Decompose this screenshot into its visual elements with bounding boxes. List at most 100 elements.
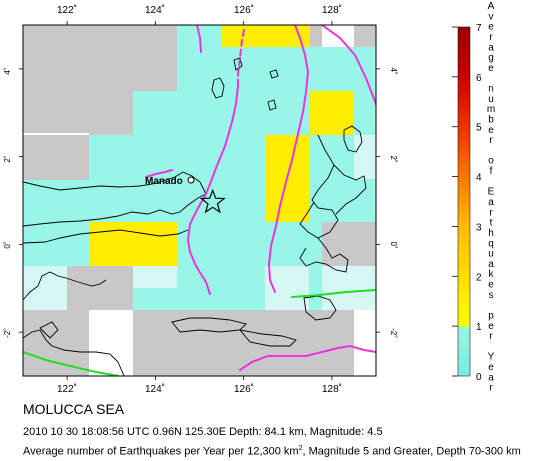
- grid-cell: [354, 25, 376, 47]
- grid-cell: [89, 91, 133, 135]
- colorbar-title-letter: e: [488, 362, 494, 373]
- legend-text-superscript: 2: [298, 445, 303, 452]
- coastline-halmahera-south: [299, 237, 349, 273]
- epicenter-star-icon: [199, 188, 226, 214]
- coastline-north-sulawesi-north: [23, 171, 207, 195]
- x-tick-label-124-bottom: 124˚: [145, 383, 165, 395]
- slab-contour-east: [267, 25, 310, 293]
- slab-contours: [23, 25, 376, 376]
- colorbar-gradient: [457, 26, 471, 377]
- grid-cell: [133, 91, 177, 135]
- coastlines: [23, 57, 367, 376]
- colorbar-title-letter: r: [489, 383, 493, 394]
- x-tick-label-128-bottom: 128˚: [322, 383, 342, 395]
- grid-cell: [265, 266, 309, 310]
- axis-ticks: [19, 21, 380, 380]
- colorbar-title-letter: o: [488, 156, 494, 167]
- grid-cell: [133, 135, 266, 223]
- colorbar-title-letter: r: [489, 207, 493, 218]
- colorbar-title-letter: r: [489, 331, 493, 342]
- grid-cell: [89, 135, 133, 223]
- y-tick-labels-left: 4˚ 2˚ 0˚ -2˚: [3, 67, 12, 338]
- grid-cell: [310, 47, 354, 91]
- grid-cell: [322, 266, 376, 310]
- y-tick-label-0-left: 0˚: [3, 241, 12, 248]
- city-label-manado: Manado: [145, 176, 183, 187]
- fault-line-southwest: [23, 351, 119, 376]
- grid-cell: [23, 310, 89, 376]
- slab-contour-manado: [145, 169, 173, 178]
- legend-description: Average number of Earthquakes per Year p…: [23, 445, 521, 458]
- x-tick-label-126-top: 126˚: [234, 4, 254, 16]
- grid-cell: [354, 47, 376, 135]
- coastline-halmahera-east: [333, 164, 367, 215]
- x-tick-labels-bottom: 122˚ 124˚ 126˚ 128˚: [57, 383, 342, 395]
- colorbar-tick-label: 1: [476, 322, 482, 333]
- x-tick-label-122-top: 122˚: [57, 4, 77, 16]
- colorbar-tick-label: 6: [476, 73, 482, 84]
- colorbar-title-letter: E: [488, 187, 495, 198]
- colorbar-title-letter: m: [487, 104, 495, 115]
- grid-cell: [133, 266, 177, 288]
- y-tick-label-4-left: 4˚: [3, 67, 12, 74]
- colorbar-title-letter: p: [488, 310, 494, 321]
- x-tick-labels-top: 122˚ 124˚ 126˚ 128˚: [57, 4, 342, 16]
- colorbar-title-letter: t: [490, 218, 493, 229]
- grid-cell: [133, 310, 265, 376]
- colorbar-title-letter: e: [488, 125, 494, 136]
- coastline-southeast-arm: [23, 329, 125, 376]
- colorbar-title-letter: a: [488, 372, 494, 383]
- colorbar-tick-label: 4: [476, 173, 482, 184]
- x-tick-label-126-bottom: 126˚: [234, 383, 254, 395]
- region-title: MOLUCCA SEA: [23, 401, 125, 417]
- legend-text-suffix: , Magnitude 5 and Greater, Depth 70-300 …: [302, 445, 521, 458]
- x-tick-label-128-top: 128˚: [322, 4, 342, 16]
- city-marker-manado: [187, 176, 195, 184]
- colorbar-title-letter: Y: [488, 352, 495, 363]
- colorbar-title-letter: A: [488, 1, 495, 12]
- colorbar-ticks: 7 6 5 4 3 2 1 0: [452, 23, 482, 383]
- colorbar-title-letter: v: [489, 11, 494, 22]
- grid-cell: [221, 222, 265, 310]
- fault-line-east: [291, 289, 376, 298]
- colorbar-tick-label: 7: [476, 23, 482, 34]
- colorbar-title-letter: a: [488, 259, 494, 270]
- colorbar-title-letter: h: [488, 228, 494, 239]
- y-tick-label-0-right: 0˚: [389, 241, 398, 248]
- colorbar-tick-label: 3: [476, 222, 482, 233]
- coastline-sula: [171, 317, 247, 333]
- coastline-sangihe: [233, 57, 243, 71]
- map-frame: [22, 24, 377, 377]
- grid-cell: [322, 222, 376, 266]
- colorbar-title-letter: r: [489, 135, 493, 146]
- grid-cell: [23, 135, 89, 180]
- grid-cell: [177, 47, 310, 135]
- colorbar-tick-label: 5: [476, 123, 482, 134]
- colorbar-title-letter: q: [488, 238, 494, 249]
- grid-cells: [23, 25, 376, 376]
- colorbar-tick-label: 2: [476, 272, 482, 283]
- colorbar-title-letter: e: [488, 280, 494, 291]
- grid-cell: [89, 222, 177, 266]
- colorbar-title-letter: u: [488, 249, 494, 260]
- colorbar-title-letter: k: [489, 269, 495, 280]
- coastline-bacan: [303, 295, 337, 321]
- grid-cell: [354, 135, 376, 179]
- coastline-gulf-tomini: [23, 229, 189, 244]
- coastline-obi: [238, 329, 297, 347]
- coastline-banggai: [39, 321, 59, 339]
- coastline-north-sulawesi-south: [23, 193, 207, 227]
- colorbar-title-letter: r: [489, 32, 493, 43]
- slab-contour-central: [186, 85, 239, 295]
- colorbar-title-letter: f: [490, 166, 493, 177]
- coastline-talaud: [211, 77, 225, 99]
- seismicity-map: 122˚ 124˚ 126˚ 128˚ 122˚ 124˚ 126˚ 128˚ …: [3, 1, 495, 395]
- y-tick-label-2-left: 2˚: [3, 155, 12, 162]
- y-tick-label-neg2-left: -2˚: [3, 328, 12, 338]
- slab-contour-far-east: [321, 25, 376, 105]
- coastline-halmahera-west: [299, 134, 339, 239]
- y-tick-labels-right: 4˚ 2˚ 0˚ -2˚: [389, 67, 398, 338]
- colorbar-title-letter: n: [488, 84, 494, 95]
- colorbar-title-letter: e: [488, 22, 494, 33]
